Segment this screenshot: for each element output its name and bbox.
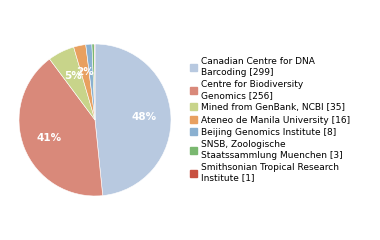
Text: 41%: 41% — [36, 133, 62, 143]
Wedge shape — [95, 44, 171, 196]
Text: 48%: 48% — [132, 113, 157, 122]
Wedge shape — [49, 47, 95, 120]
Wedge shape — [19, 59, 103, 196]
Wedge shape — [86, 44, 95, 120]
Wedge shape — [74, 45, 95, 120]
Legend: Canadian Centre for DNA
Barcoding [299], Centre for Biodiversity
Genomics [256],: Canadian Centre for DNA Barcoding [299],… — [190, 57, 350, 183]
Text: 2%: 2% — [76, 67, 94, 77]
Text: 5%: 5% — [64, 71, 82, 81]
Wedge shape — [94, 44, 95, 120]
Wedge shape — [92, 44, 95, 120]
